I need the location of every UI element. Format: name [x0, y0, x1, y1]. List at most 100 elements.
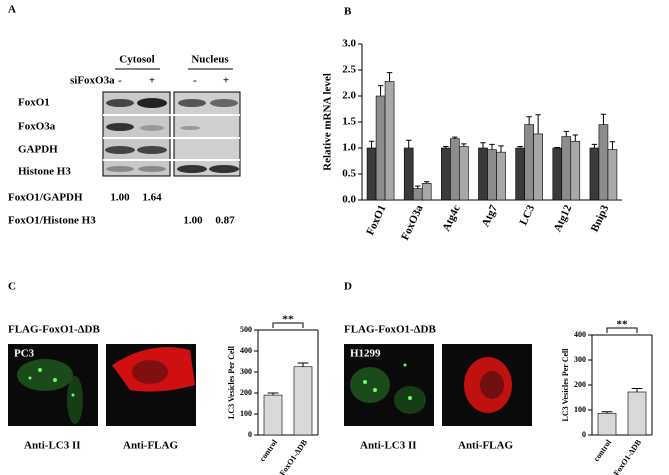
panel-label: B [344, 6, 352, 18]
bar [597, 412, 617, 436]
significance: ** [283, 314, 295, 326]
ratio-value: 1.00 [110, 192, 130, 204]
row-label: GAPDH [18, 144, 58, 156]
micrograph [8, 344, 196, 426]
error-bar [591, 143, 598, 148]
ratio-value: 0.87 [215, 215, 235, 227]
ratio-label: FoxO1/Histone H3 [8, 215, 96, 227]
x-tick-label: control [258, 437, 280, 463]
significance-bracket [606, 327, 638, 333]
bar [533, 133, 543, 201]
y-tick-label: 0 [248, 430, 252, 439]
stain: Anti-LC3 II [360, 440, 417, 452]
y-tick-label: 400 [240, 346, 252, 355]
bar [263, 394, 283, 436]
bar [450, 138, 460, 201]
error-bar [424, 181, 430, 184]
blot [102, 91, 241, 177]
error-bar [415, 185, 421, 189]
bar [607, 149, 618, 201]
bar [627, 391, 647, 436]
y-tick-label: 400 [574, 330, 586, 339]
bar [561, 136, 572, 201]
y-axis-label: Relative mRNA level [322, 73, 334, 171]
y-tick-label: 200 [240, 388, 252, 397]
treatment: siFoxO3a [70, 75, 115, 87]
micrograph [344, 344, 532, 426]
condition: - [193, 75, 197, 87]
construct: FLAG-FoxO1-ΔDB [344, 324, 436, 336]
error-bar [377, 85, 384, 96]
bar [496, 151, 506, 201]
x-tick-label: FoxO1-ΔDB [612, 437, 644, 475]
x-tick-label: control [592, 437, 614, 463]
error-bar [297, 362, 309, 367]
bar [293, 366, 313, 436]
ratio-value: 1.00 [183, 215, 203, 227]
y-tick-label: 300 [240, 367, 252, 376]
y-tick-label: 0.5 [342, 168, 356, 180]
row-label: FoxO3a [18, 121, 56, 133]
row-label: FoxO1 [18, 97, 50, 109]
bar [441, 147, 451, 201]
ratio-value: 1.64 [142, 192, 162, 204]
y-tick-label: 3.0 [342, 38, 356, 50]
x-tick-label: Atg4c [440, 203, 463, 233]
x-tick-label: FoxO1-ΔDB [278, 437, 310, 475]
y-tick-label: 0 [582, 430, 586, 439]
stain: Anti-FLAG [123, 440, 178, 452]
y-tick-label: 2.0 [342, 90, 356, 102]
bar [459, 146, 469, 201]
condition: + [149, 75, 155, 87]
bar [598, 124, 609, 201]
error-bar [600, 113, 607, 125]
y-tick-label: 200 [574, 380, 586, 389]
y-tick-label: 100 [240, 409, 252, 418]
error-bar [386, 72, 393, 82]
error-bar [535, 114, 541, 134]
significance-bracket [272, 322, 304, 328]
compartment: Cytosol [119, 54, 154, 66]
error-bar [563, 130, 569, 137]
y-tick-label: 1.5 [342, 116, 356, 128]
condition: + [223, 75, 229, 87]
error-bar [406, 139, 412, 148]
bar [570, 140, 581, 201]
y-tick-label: 1.0 [342, 142, 356, 154]
y-tick-label: 0.0 [342, 194, 356, 206]
x-tick-label: FoxO1 [364, 203, 388, 237]
y-axis-label: LC3 Vesicles Per Cell [561, 348, 570, 422]
y-tick-label: 300 [574, 355, 586, 364]
significance: ** [617, 319, 629, 331]
bar [384, 81, 395, 201]
error-bar [480, 142, 486, 148]
bar [421, 183, 432, 201]
compartment: Nucleus [191, 54, 229, 66]
x-tick-label: Atg12 [552, 203, 575, 234]
panel-label: C [8, 281, 16, 293]
y-tick-label: 100 [574, 405, 586, 414]
error-bar [498, 145, 504, 153]
bar [515, 147, 525, 201]
bar [552, 147, 563, 201]
error-bar [572, 134, 578, 142]
error-bar [609, 141, 616, 150]
bar [478, 147, 488, 201]
bar [403, 147, 414, 201]
x-tick-label: LC3 [517, 203, 537, 227]
error-bar [461, 143, 467, 147]
error-bar [489, 143, 495, 150]
cell-line: PC3 [14, 348, 35, 360]
error-bar [526, 116, 532, 125]
y-tick-label: 500 [240, 325, 252, 334]
error-bar [443, 145, 449, 148]
y-axis-label: LC3 Vesicles Per Cell [227, 345, 236, 419]
bar [375, 95, 386, 201]
condition: - [118, 75, 122, 87]
x-tick-label: Atg7 [480, 203, 501, 229]
y-tick-label: 2.5 [342, 64, 356, 76]
cell-line: H1299 [350, 348, 381, 360]
error-bar [368, 140, 375, 148]
bar [589, 147, 600, 201]
